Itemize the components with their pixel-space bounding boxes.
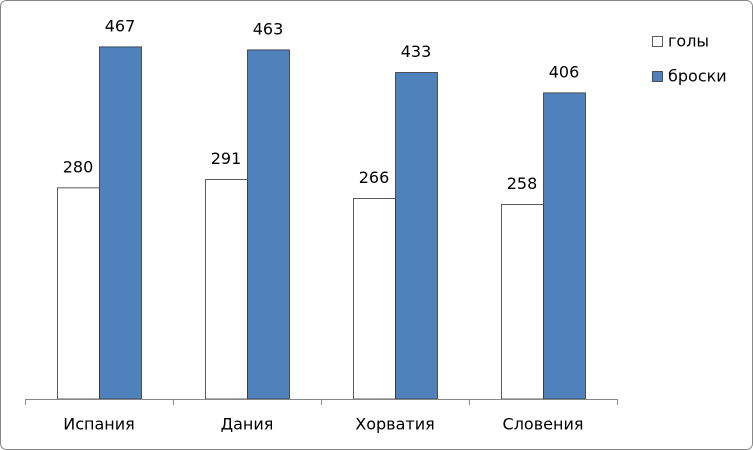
bar: [99, 46, 142, 400]
legend-swatch: [652, 36, 663, 47]
value-label: 406: [549, 62, 580, 81]
bar: [501, 204, 544, 400]
bar: [353, 198, 396, 400]
x-tick-label: Дания: [221, 415, 274, 434]
bar: [395, 72, 438, 400]
legend-label: броски: [668, 67, 727, 86]
value-label: 280: [63, 157, 94, 176]
legend-swatch: [652, 71, 663, 82]
x-tick-label: Испания: [63, 415, 135, 434]
x-tick-label: Словения: [503, 415, 584, 434]
value-label: 291: [211, 149, 242, 168]
value-label: 258: [507, 174, 538, 193]
value-label: 266: [359, 168, 390, 187]
x-tick-label: Хорватия: [355, 415, 434, 434]
bar: [57, 187, 100, 400]
bar: [543, 92, 586, 400]
value-label: 467: [105, 16, 136, 35]
bar: [247, 49, 290, 400]
legend-label: голы: [668, 32, 709, 51]
bar: [205, 179, 248, 400]
value-label: 463: [253, 19, 284, 38]
value-label: 433: [401, 42, 432, 61]
